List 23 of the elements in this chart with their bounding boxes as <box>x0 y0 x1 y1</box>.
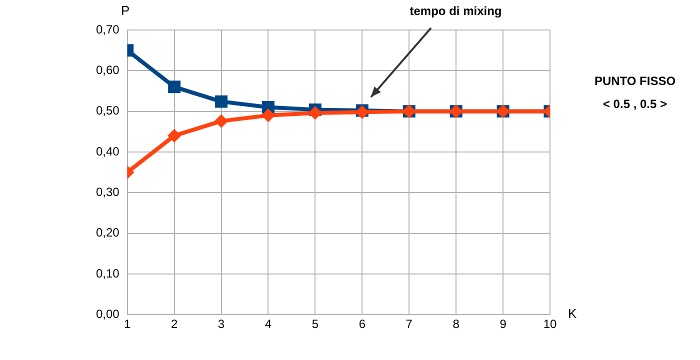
text: < 0.5 , 0.5 > <box>602 97 668 111</box>
x-tick-label: 7 <box>406 317 413 332</box>
x-tick-label: 2 <box>170 317 178 332</box>
x-tick-label: 10 <box>543 317 557 332</box>
x-tick-label: 1 <box>124 317 132 332</box>
y-tick-label: 0,60 <box>96 62 120 77</box>
y-tick-label: 0,40 <box>96 144 120 158</box>
y-tick-label: 0,20 <box>96 226 120 240</box>
y-tick-label: 0,30 <box>96 184 120 199</box>
x-tick-label: 6 <box>358 317 366 332</box>
x-tick-label: 4 <box>264 317 272 332</box>
y-axis-title: P <box>121 3 130 18</box>
x-tick-label: 5 <box>312 317 319 332</box>
y-tick-label: 0,70 <box>96 22 120 36</box>
x-tick-label: 9 <box>500 317 507 332</box>
x-axis-title: K <box>568 306 577 322</box>
x-tick-label: 3 <box>218 317 225 332</box>
y-tick-label: 0,10 <box>96 266 120 280</box>
y-tick-label: 0,50 <box>96 104 120 118</box>
text: tempo di mixing <box>410 4 502 18</box>
y-tick-label: 0,00 <box>96 306 120 321</box>
text: PUNTO FISSO <box>594 74 676 88</box>
x-tick-label: 8 <box>452 317 460 332</box>
